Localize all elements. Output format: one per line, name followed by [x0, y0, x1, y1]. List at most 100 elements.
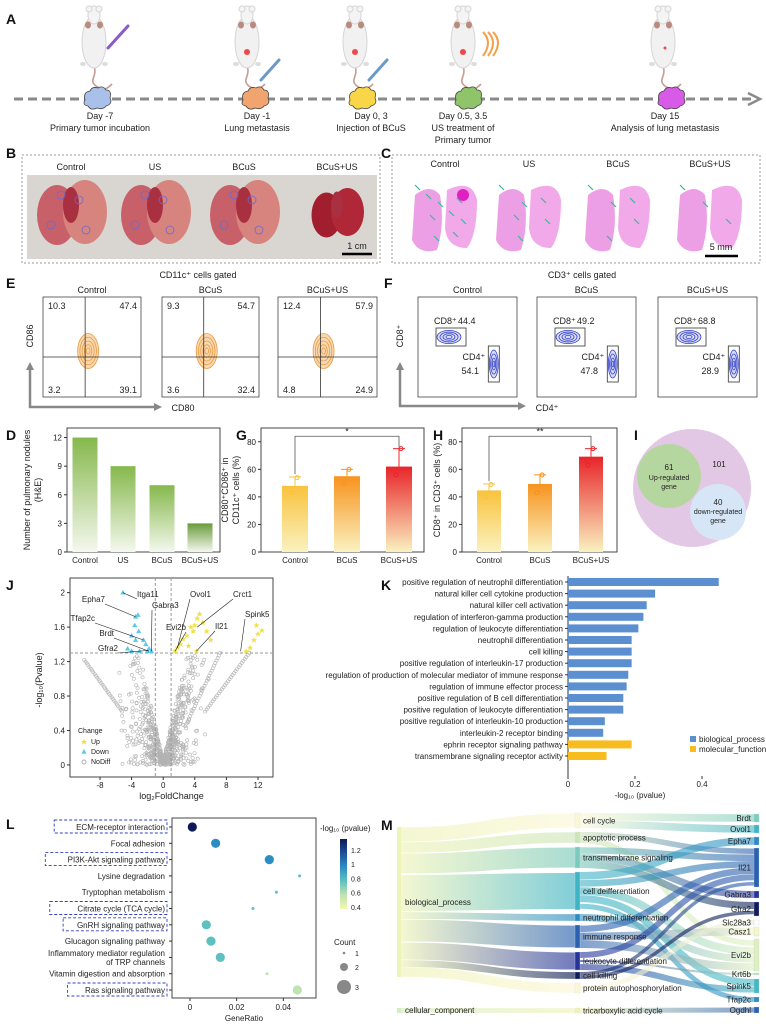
nodiff-point — [167, 745, 172, 750]
sankey-source-label: biological_process — [405, 898, 471, 907]
arrow-marker-icon — [437, 201, 444, 208]
nodiff-point — [138, 739, 142, 744]
nodiff-point — [187, 698, 192, 703]
nodule-marker — [81, 225, 91, 235]
nodiff-point — [182, 673, 187, 678]
gene-label: Itga11 — [137, 590, 159, 599]
category-label: regulation of immune effector process — [429, 682, 563, 691]
nodule-marker — [74, 195, 84, 205]
quadrant-value-ur: 57.9 — [355, 301, 373, 311]
y-tick-label: 2 — [61, 589, 66, 598]
nodiff-point — [187, 691, 191, 696]
nodiff-point — [184, 726, 189, 731]
nodiff-point — [149, 729, 154, 734]
y-axis-label: CD8⁺ in CD3⁺ cells (%) — [432, 443, 442, 538]
group-label: Control — [453, 285, 482, 295]
x-axis-label: log₂FoldChange — [139, 791, 204, 801]
sankey-link — [579, 820, 755, 833]
nodiff-point — [151, 754, 156, 759]
nodiff-point — [144, 718, 148, 722]
nodiff-point — [148, 755, 153, 760]
legend-label: Down — [91, 749, 109, 756]
pathway-label: Lysine degradation — [98, 872, 165, 881]
sankey-link — [579, 1007, 755, 1013]
panel-g-cd80cd86-chart: 0 20 40 60 80 Control BCuS BCuS+US * CD80⁺CD86⁺ i… — [220, 426, 425, 565]
panel-k-go-bar-chart: positive regulation of neutrophil differ… — [326, 576, 766, 800]
nodiff-point — [195, 657, 200, 662]
nodiff-point — [185, 698, 190, 703]
nodiff-point — [179, 700, 184, 705]
significance-label: ** — [536, 426, 544, 436]
y-tick-label: 40 — [448, 493, 457, 502]
arrow-marker-icon — [521, 201, 528, 208]
up-point — [247, 644, 254, 651]
nodiff-point — [192, 759, 197, 764]
nodiff-point — [130, 710, 135, 715]
arrow-marker-icon — [429, 214, 436, 221]
nodiff-point — [179, 703, 184, 707]
arrow-marker-icon — [414, 184, 421, 191]
panel-label-j: J — [6, 577, 14, 593]
nodiff-point — [182, 676, 187, 680]
arrow-marker-icon — [433, 235, 440, 242]
nodiff-point — [181, 755, 186, 760]
cd4-gate — [727, 345, 740, 383]
mouse-icon — [449, 5, 482, 90]
nodule-marker — [219, 220, 229, 230]
category-label: positive regulation of neutrophil differ… — [402, 578, 563, 587]
x-axis-label: CD4⁺ — [536, 403, 559, 413]
y-tick-label: 0 — [453, 548, 458, 557]
sankey-link — [400, 942, 576, 970]
nodiff-point — [117, 693, 122, 698]
nodiff-point — [140, 729, 145, 734]
sankey-gene-node — [753, 836, 760, 846]
syringe-icon — [259, 58, 281, 82]
timeline-event-label: Lung metastasis — [224, 123, 290, 133]
category-label: natural killer cell activation — [470, 601, 563, 610]
nodiff-point — [120, 709, 125, 714]
pathway-bubble — [298, 874, 302, 878]
data-point — [534, 490, 540, 496]
nodiff-point — [181, 747, 186, 751]
arrow-marker-icon — [725, 218, 732, 225]
arrow-marker-icon — [456, 197, 463, 204]
arrow-marker-icon — [587, 184, 594, 191]
nodiff-point — [177, 692, 182, 697]
sankey-gene-label: Brdt — [736, 814, 751, 823]
nodiff-point — [181, 761, 186, 766]
nodiff-point — [149, 727, 154, 732]
he-section-image — [677, 184, 742, 252]
sankey-link — [400, 912, 576, 921]
sankey-link — [400, 813, 576, 842]
nodiff-point — [165, 740, 170, 745]
group-label: BCuS — [199, 285, 223, 295]
nodiff-point — [179, 704, 184, 709]
down-point — [135, 612, 141, 617]
nodiff-point — [120, 713, 125, 718]
timeline-arrowhead-icon — [747, 91, 763, 107]
nodiff-point — [140, 737, 144, 741]
nodiff-point — [150, 743, 155, 747]
pathway-bubble — [206, 936, 216, 946]
up-point — [183, 632, 190, 639]
bar — [282, 485, 308, 552]
gene-label: Tfap2c — [71, 614, 95, 623]
x-tick-label: Control — [476, 556, 502, 565]
nodiff-point — [131, 738, 136, 743]
nodiff-point — [174, 720, 179, 725]
nodiff-point — [136, 656, 141, 661]
nodiff-point — [144, 691, 149, 696]
x-tick-label: BCuS — [152, 556, 173, 565]
nodiff-point — [194, 742, 199, 746]
up-point — [177, 641, 184, 647]
scale-bar-label: 1 cm — [347, 241, 367, 251]
group-label: BCuS+US — [307, 285, 348, 295]
legend-label: biological_process — [699, 735, 765, 744]
nodiff-point — [144, 762, 149, 767]
cd4-percentage: 47.8 — [581, 366, 599, 376]
nodiff-point — [191, 697, 196, 702]
nodiff-point — [193, 654, 197, 658]
nodiff-point — [145, 752, 150, 757]
bar — [568, 740, 632, 749]
